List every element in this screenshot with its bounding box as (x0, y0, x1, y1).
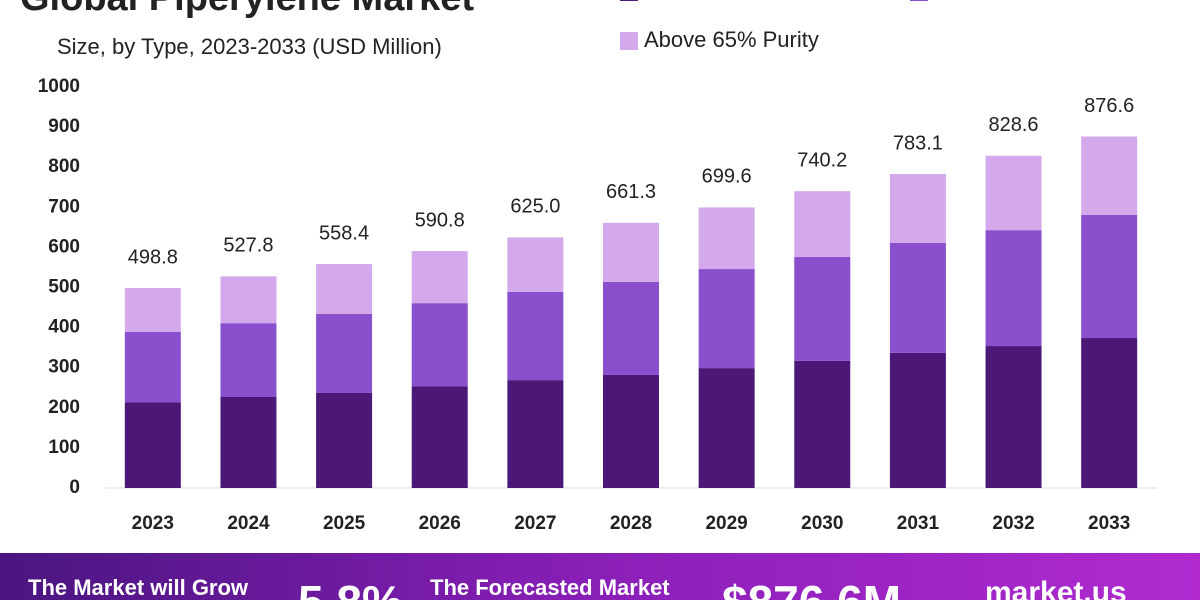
x-tick-label: 2028 (610, 513, 652, 534)
bar-segment (316, 264, 373, 314)
total-label: 699.6 (702, 166, 752, 188)
footer-text: The Market will Grow (28, 575, 249, 600)
bar-segment (889, 242, 946, 353)
x-tick-label: 2026 (419, 513, 461, 534)
total-label: 558.4 (319, 222, 369, 244)
x-tick-label: 2033 (1088, 513, 1130, 534)
x-tick-label: 2030 (801, 513, 843, 534)
bar-segment (603, 222, 659, 282)
bar-segment (1081, 214, 1138, 339)
bar-segment (698, 207, 755, 270)
bar-segment (411, 386, 468, 488)
total-label: 498.8 (128, 246, 178, 268)
legend-swatch (620, 32, 638, 50)
bar-segment (411, 303, 468, 387)
chart-subtitle: Size, by Type, 2023-2033 (USD Million) (57, 34, 442, 59)
bar-segment (1081, 338, 1138, 488)
x-tick-label: 2031 (897, 513, 940, 534)
total-label: 828.6 (989, 114, 1039, 136)
bar-segment (985, 346, 1042, 488)
total-label: 783.1 (893, 132, 943, 154)
bar-segment (794, 360, 851, 488)
total-label: 590.8 (415, 209, 465, 231)
x-tick-label: 2029 (705, 513, 747, 534)
y-tick-label: 500 (48, 277, 80, 298)
bar-segment (316, 392, 373, 488)
footer-banner (0, 553, 1200, 600)
bar-segment (603, 374, 659, 488)
y-tick-label: 1000 (38, 76, 80, 97)
bar-segment (124, 402, 181, 488)
total-label: 740.2 (797, 149, 847, 171)
bar-segment (220, 323, 277, 397)
bar-segment (698, 368, 755, 488)
bar-segment (220, 396, 277, 488)
x-tick-label: 2024 (227, 513, 270, 534)
bar-segment (124, 332, 181, 403)
y-tick-label: 600 (48, 236, 80, 257)
total-label: 625.0 (510, 196, 560, 218)
bar-segment (794, 257, 851, 361)
footer-brand: market.us (985, 576, 1127, 600)
bar-segment (889, 352, 946, 488)
bar-segment (985, 230, 1042, 347)
bar-segment (124, 287, 181, 333)
legend-swatch (620, 0, 638, 1)
footer-value: $876.6M (722, 576, 901, 600)
footer-text: The Forecasted Market (430, 575, 670, 600)
bar-segment (507, 291, 564, 381)
y-tick-label: 200 (48, 397, 80, 418)
bar-segment (411, 251, 468, 304)
legend-label: Above 65% Purity (644, 27, 819, 52)
y-tick-label: 900 (48, 116, 80, 137)
y-tick-label: 300 (48, 357, 80, 378)
y-tick-label: 0 (69, 477, 80, 498)
footer-cagr: 5.8% (298, 576, 403, 600)
y-tick-label: 700 (48, 196, 80, 217)
total-label: 527.8 (223, 235, 273, 257)
y-tick-label: 400 (48, 317, 80, 338)
total-label: 876.6 (1084, 95, 1134, 117)
bar-segment (985, 155, 1042, 231)
bar-segment (889, 173, 946, 243)
bar-segment (507, 380, 564, 488)
bar-segment (316, 313, 373, 393)
x-tick-label: 2025 (323, 513, 366, 534)
y-tick-label: 800 (48, 156, 80, 177)
x-tick-label: 2032 (992, 513, 1034, 534)
bar-segment (220, 276, 277, 324)
total-label: 661.3 (606, 181, 656, 203)
y-tick-label: 100 (48, 437, 80, 458)
bar-segment (1081, 136, 1138, 215)
legend-swatch (910, 0, 928, 1)
chart-title: Global Piperylene Market (20, 0, 474, 19)
bar-segment (603, 281, 659, 375)
x-tick-label: 2023 (132, 513, 174, 534)
bar-segment (794, 191, 851, 258)
bar-segment (698, 269, 755, 369)
bar-segment (507, 237, 564, 292)
x-tick-label: 2027 (514, 513, 556, 534)
